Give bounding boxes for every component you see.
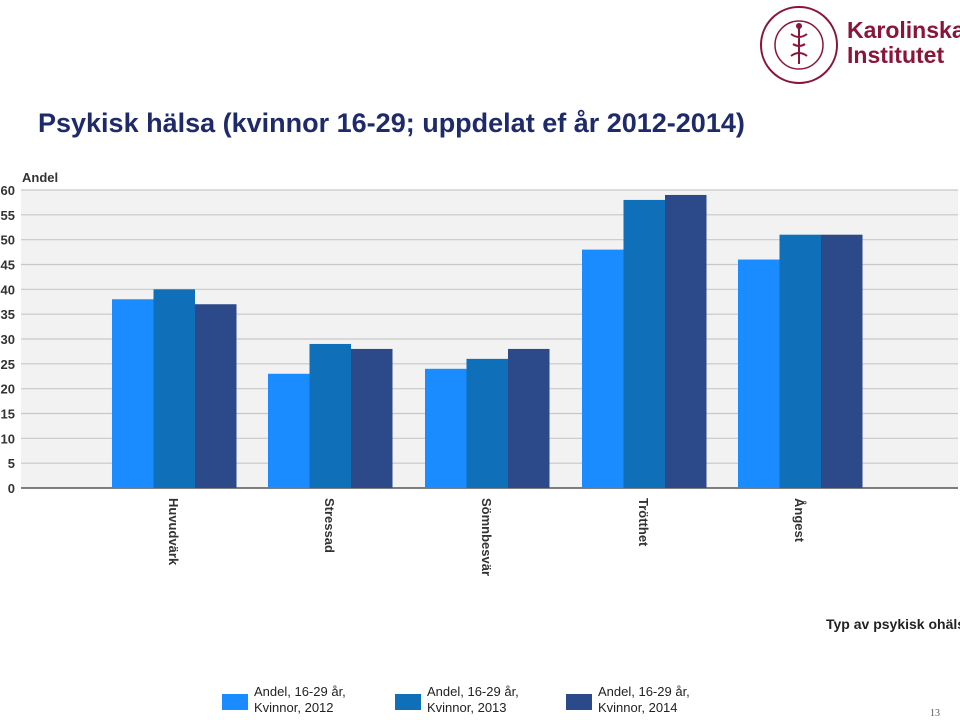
- y-tick-label: 5: [8, 456, 15, 471]
- bar: [351, 348, 393, 488]
- bar: [665, 194, 707, 488]
- bar: [112, 299, 154, 488]
- y-tick-label: 20: [1, 382, 15, 397]
- y-tick-label: 35: [1, 307, 15, 322]
- bar: [821, 234, 863, 488]
- category-label: Trötthet: [636, 498, 651, 547]
- karolinska-logo: Karolinska Institutet: [755, 4, 960, 86]
- y-tick-label: 25: [1, 357, 15, 372]
- legend-label: Andel, 16-29 år, Kvinnor, 2012: [254, 684, 346, 715]
- y-tick-label: 40: [1, 282, 15, 297]
- chart-canvas: 0 5 10 15 20 25 30 35 40 45 50 55 60 Andel Huvudvärk St…: [1, 170, 958, 576]
- logo-text: Karolinska Institutet: [847, 18, 960, 68]
- page-title: Psykisk hälsa (kvinnor 16-29; uppdelat e…: [38, 108, 745, 138]
- y-tick-label: 0: [8, 481, 15, 496]
- y-tick-label: 45: [1, 258, 15, 273]
- bar: [153, 289, 195, 488]
- y-axis-label: Andel: [22, 170, 58, 185]
- logo-line-2: Institutet: [847, 42, 945, 68]
- category-label: Huvudvärk: [166, 498, 181, 566]
- bar: [582, 249, 624, 488]
- legend-label: Andel, 16-29 år, Kvinnor, 2014: [598, 684, 690, 715]
- logo-line-1: Karolinska: [847, 17, 960, 43]
- bar: [195, 304, 237, 488]
- y-tick-label: 30: [1, 332, 15, 347]
- category-label: Ångest: [792, 498, 807, 543]
- bar: [508, 348, 550, 488]
- seal-icon: [760, 6, 838, 84]
- legend-title: Typ av psykisk ohälsa: [826, 616, 960, 632]
- legend-swatch: [566, 694, 592, 710]
- y-tick-label: 50: [1, 233, 15, 248]
- y-tick-label: 55: [1, 208, 15, 223]
- bar: [425, 368, 467, 488]
- y-tick-label: 10: [1, 431, 15, 446]
- page-number: 13: [930, 708, 940, 719]
- y-tick-label: 15: [1, 407, 15, 422]
- category-label: Sömnbesvär: [479, 498, 494, 576]
- bar: [779, 234, 821, 488]
- category-label: Stressad: [322, 498, 337, 553]
- y-tick-label: 60: [1, 183, 15, 198]
- legend-swatch: [395, 694, 421, 710]
- chart-legend: Andel, 16-29 år, Kvinnor, 2012 Andel, 16-…: [222, 684, 782, 720]
- bar-chart: 0 5 10 15 20 25 30 35 40 45 50 55 60 Andel Huvudvärk St…: [0, 160, 960, 600]
- bar: [466, 358, 508, 488]
- bar: [268, 373, 310, 488]
- legend-swatch: [222, 694, 248, 710]
- legend-label: Andel, 16-29 år, Kvinnor, 2013: [427, 684, 519, 715]
- bar: [309, 343, 351, 488]
- bar: [623, 199, 665, 488]
- bar: [738, 259, 780, 488]
